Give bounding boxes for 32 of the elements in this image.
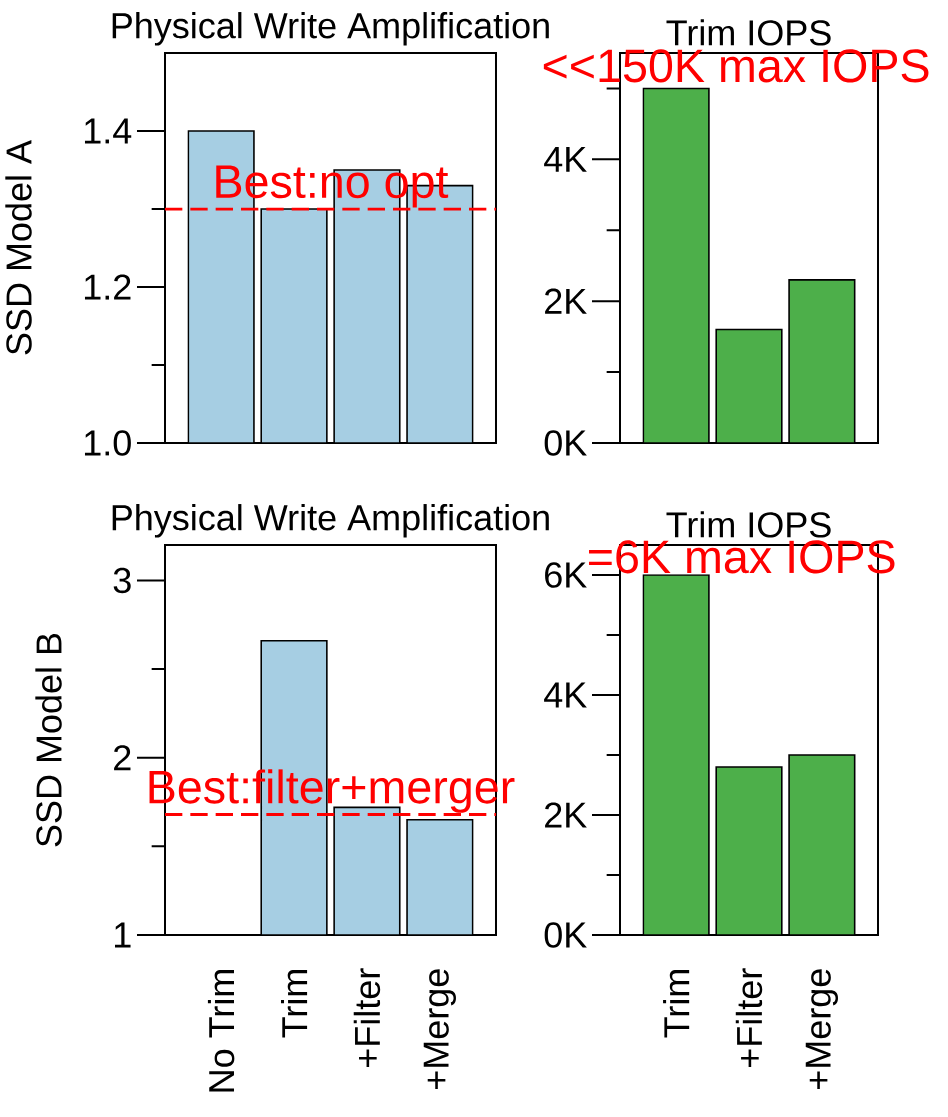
y-tick-label: 4K xyxy=(544,682,587,708)
y-tick-label: 2K xyxy=(545,802,587,828)
x-tick-label: +Merge xyxy=(805,969,838,1090)
chart-title: Trim IOPS xyxy=(666,19,831,46)
y-tick-label: 0K xyxy=(544,922,587,948)
x-tick-label: Trim xyxy=(663,970,690,1038)
bar xyxy=(715,328,783,443)
y-tick-label: 1.0 xyxy=(84,430,131,456)
bar xyxy=(716,767,782,935)
chart-title: Trim IOPS xyxy=(666,511,831,538)
y-axis-title: SSD Model A xyxy=(5,140,32,355)
y-tick-label: 1.2 xyxy=(84,274,131,300)
chart-title: Physical Write Amplification xyxy=(112,504,549,538)
y-tick-label: 3 xyxy=(113,567,131,594)
x-tick-label: +Filter xyxy=(353,968,381,1067)
chart-title: Physical Write Amplification xyxy=(112,12,549,46)
y-tick-label: 0K xyxy=(544,430,587,456)
y-axis-title: SSD Model B xyxy=(35,633,62,847)
x-tick-label: No Trim xyxy=(207,970,235,1092)
bar xyxy=(643,575,709,935)
bar xyxy=(642,87,710,443)
y-tick-label: 4K xyxy=(544,146,587,172)
x-tick-label: Trim xyxy=(280,970,308,1038)
y-tick-label: 2 xyxy=(114,745,131,771)
bar xyxy=(788,754,856,935)
y-tick-label: 1 xyxy=(115,922,131,948)
y-tick-label: 1.4 xyxy=(84,118,132,144)
bar xyxy=(788,279,856,443)
y-tick-label: 2K xyxy=(545,288,587,314)
x-tick-label: +Merge xyxy=(423,969,456,1090)
y-tick-label: 6K xyxy=(545,562,587,588)
x-tick-label: +Filter xyxy=(735,968,763,1067)
